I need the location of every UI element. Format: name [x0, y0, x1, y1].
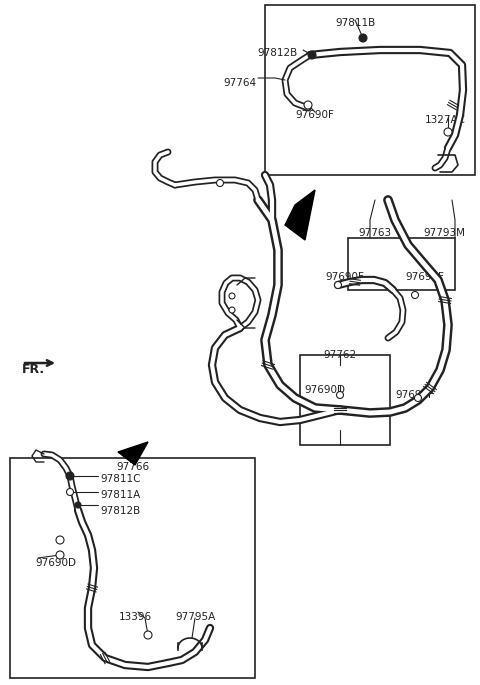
Text: 97764: 97764 [224, 78, 257, 88]
Circle shape [75, 502, 81, 508]
Circle shape [411, 292, 419, 299]
Circle shape [66, 472, 74, 480]
Bar [265, 5, 475, 175]
Text: 97766: 97766 [117, 462, 150, 472]
Circle shape [229, 293, 235, 299]
Circle shape [304, 101, 312, 109]
Polygon shape [285, 190, 315, 240]
Text: 97812B: 97812B [258, 48, 298, 58]
Bar [348, 238, 455, 290]
Text: 97690D: 97690D [35, 558, 76, 568]
Text: 97795A: 97795A [175, 612, 215, 622]
Text: 97811C: 97811C [100, 474, 141, 484]
Text: 97763: 97763 [358, 228, 391, 238]
Text: 97690D: 97690D [304, 385, 346, 395]
Polygon shape [118, 442, 148, 465]
Text: 1327AC: 1327AC [425, 115, 466, 125]
Circle shape [444, 128, 452, 136]
Circle shape [56, 551, 64, 559]
Text: 13396: 13396 [119, 612, 152, 622]
Circle shape [67, 488, 73, 495]
Bar [300, 355, 390, 445]
Circle shape [144, 631, 152, 639]
Circle shape [216, 179, 224, 186]
Text: 97793M: 97793M [423, 228, 465, 238]
Text: 97690F: 97690F [406, 272, 444, 282]
Text: 97690F: 97690F [396, 390, 434, 400]
Text: FR.: FR. [22, 363, 45, 376]
Circle shape [359, 34, 367, 42]
Text: 97762: 97762 [324, 350, 357, 360]
Circle shape [229, 307, 235, 313]
Circle shape [335, 282, 341, 288]
Bar [10, 458, 255, 678]
Circle shape [56, 536, 64, 544]
Circle shape [308, 51, 316, 59]
Text: 97690F: 97690F [325, 272, 364, 282]
Circle shape [336, 392, 344, 399]
Text: 97690F: 97690F [296, 110, 335, 120]
Circle shape [415, 395, 421, 401]
Text: 97812B: 97812B [100, 506, 140, 516]
Text: 97811B: 97811B [335, 18, 375, 28]
Text: 97811A: 97811A [100, 490, 140, 500]
